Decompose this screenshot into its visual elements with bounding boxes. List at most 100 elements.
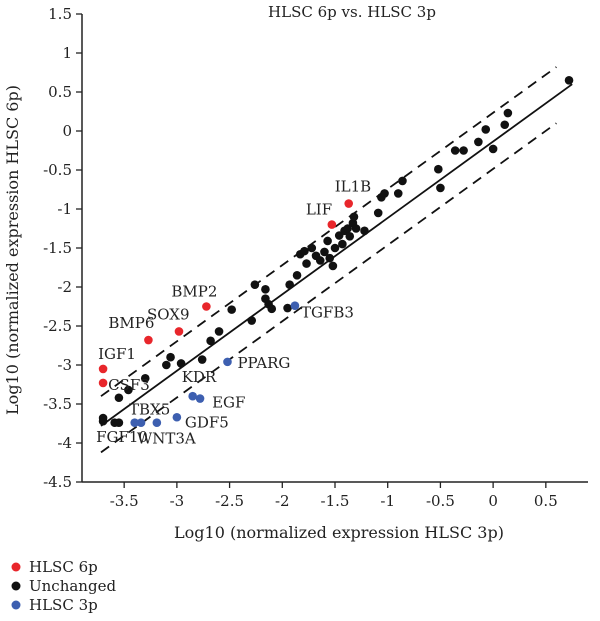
legend-item-hlsc-3p: HLSC 3p xyxy=(11,596,98,614)
point-unchanged xyxy=(98,413,108,423)
point-unchanged xyxy=(285,280,294,289)
point-unchanged xyxy=(373,208,383,218)
legend-item-unchanged: Unchanged xyxy=(11,577,116,595)
point-hlsc-3p-gdf5 xyxy=(172,412,182,422)
y-axis-title: Log10 (normalized expression HLSC 6p) xyxy=(3,85,22,415)
point-unchanged xyxy=(459,146,468,155)
point-unchanged xyxy=(343,224,352,233)
legend-marker-hlsc-6p xyxy=(11,562,21,572)
point-label-kdr: KDR xyxy=(182,368,217,386)
y-tick-label: -4 xyxy=(57,434,72,452)
point-unchanged xyxy=(481,125,491,134)
x-axis-title: Log10 (normalized expression HLSC 3p) xyxy=(174,523,504,542)
point-label-pparg: PPARG xyxy=(237,354,290,372)
point-unchanged xyxy=(267,304,277,314)
point-unchanged xyxy=(328,261,338,271)
point-label-gdf5: GDF5 xyxy=(185,413,229,431)
point-unchanged xyxy=(393,189,403,198)
point-label-sox9: SOX9 xyxy=(147,305,190,323)
point-label-lif: LIF xyxy=(306,201,332,219)
x-tick-label: -3 xyxy=(170,492,185,510)
point-hlsc-3p-pparg xyxy=(223,357,232,367)
point-hlsc-6p-sox9 xyxy=(174,327,184,336)
point-unchanged xyxy=(351,224,361,233)
point-label-bmp6: BMP6 xyxy=(108,314,154,332)
y-tick-label: -3 xyxy=(57,356,72,374)
point-hlsc-6p-bmp6 xyxy=(144,335,153,345)
point-hlsc-6p-lif xyxy=(327,220,337,229)
x-tick-label: -1 xyxy=(380,492,395,510)
point-unchanged xyxy=(345,232,355,241)
legend-label-hlsc-3p: HLSC 3p xyxy=(29,596,98,614)
point-unchanged xyxy=(261,285,270,294)
point-unchanged xyxy=(349,212,359,222)
y-tick-label: -2 xyxy=(57,278,72,296)
legend-item-hlsc-6p: HLSC 6p xyxy=(11,558,98,576)
legend: HLSC 6p Unchanged HLSC 3p xyxy=(11,558,116,614)
point-unchanged xyxy=(315,256,325,265)
point-unchanged xyxy=(360,226,369,236)
point-unchanged xyxy=(227,305,236,314)
x-tick-label: 0 xyxy=(488,492,498,510)
point-unchanged xyxy=(500,120,510,130)
point-label-csf3: CSF3 xyxy=(108,376,150,394)
confidence-bound-line xyxy=(100,122,557,454)
y-tick-label: -1.5 xyxy=(43,239,72,257)
reference-lines xyxy=(100,66,573,454)
point-unchanged xyxy=(434,164,443,174)
point-unchanged xyxy=(564,76,574,85)
point-unchanged xyxy=(503,108,513,118)
point-unchanged xyxy=(114,393,124,403)
point-label-bmp2: BMP2 xyxy=(171,283,217,301)
point-unchanged xyxy=(325,253,335,263)
point-unchanged xyxy=(140,373,150,383)
point-label-tbx5: TBX5 xyxy=(129,401,170,419)
point-unchanged xyxy=(114,418,124,428)
point-unchanged xyxy=(474,137,483,147)
point-unchanged xyxy=(197,355,207,364)
x-tick-label: 0.5 xyxy=(534,492,558,510)
y-tick-label: 0.5 xyxy=(48,83,72,101)
point-unchanged xyxy=(436,183,445,193)
y-tick-label: 1 xyxy=(62,44,72,62)
point-hlsc-3p-tbx5 xyxy=(136,418,146,428)
x-tick-label: -3.5 xyxy=(110,492,139,510)
y-tick-label: -4.5 xyxy=(43,473,72,491)
point-unchanged xyxy=(124,385,133,395)
point-hlsc-3p-egf xyxy=(195,394,205,403)
legend-label-hlsc-6p: HLSC 6p xyxy=(29,558,98,576)
x-tick-label: -2 xyxy=(275,492,290,510)
x-tick-label: -1.5 xyxy=(321,492,350,510)
x-tick-label: -0.5 xyxy=(426,492,455,510)
chart-title: HLSC 6p vs. HLSC 3p xyxy=(268,3,436,21)
point-unchanged xyxy=(292,271,302,280)
point-label-tgfb3: TGFB3 xyxy=(301,304,354,322)
y-tick-label: -1 xyxy=(57,200,72,218)
point-unchanged xyxy=(206,336,215,346)
point-unchanged xyxy=(488,144,498,154)
point-unchanged xyxy=(398,176,407,186)
x-axis-ticks: -3.5 -3 -2.5 -2 -1.5 -1 -0.5 0 0.5 xyxy=(110,482,558,510)
point-hlsc-3p xyxy=(130,418,140,428)
y-tick-label: -2.5 xyxy=(43,317,72,335)
y-tick-label: -0.5 xyxy=(43,161,72,179)
point-unchanged xyxy=(307,243,317,253)
point-label-igf1: IGF1 xyxy=(98,345,136,363)
point-unchanged xyxy=(338,239,347,249)
point-label-wnt3a: WNT3A xyxy=(137,430,196,448)
y-tick-label: -3.5 xyxy=(43,395,72,413)
data-points xyxy=(98,76,574,428)
x-tick-label: -2.5 xyxy=(215,492,244,510)
legend-marker-hlsc-3p xyxy=(11,600,21,610)
legend-label-unchanged: Unchanged xyxy=(29,577,116,595)
point-hlsc-6p-bmp2 xyxy=(202,302,211,311)
regression-line xyxy=(100,83,573,427)
point-unchanged xyxy=(300,246,309,256)
point-unchanged xyxy=(250,280,260,289)
point-unchanged xyxy=(320,247,329,257)
point-unchanged xyxy=(176,359,186,368)
point-hlsc-3p-wnt3a xyxy=(152,418,162,428)
confidence-bound-line xyxy=(100,66,557,397)
